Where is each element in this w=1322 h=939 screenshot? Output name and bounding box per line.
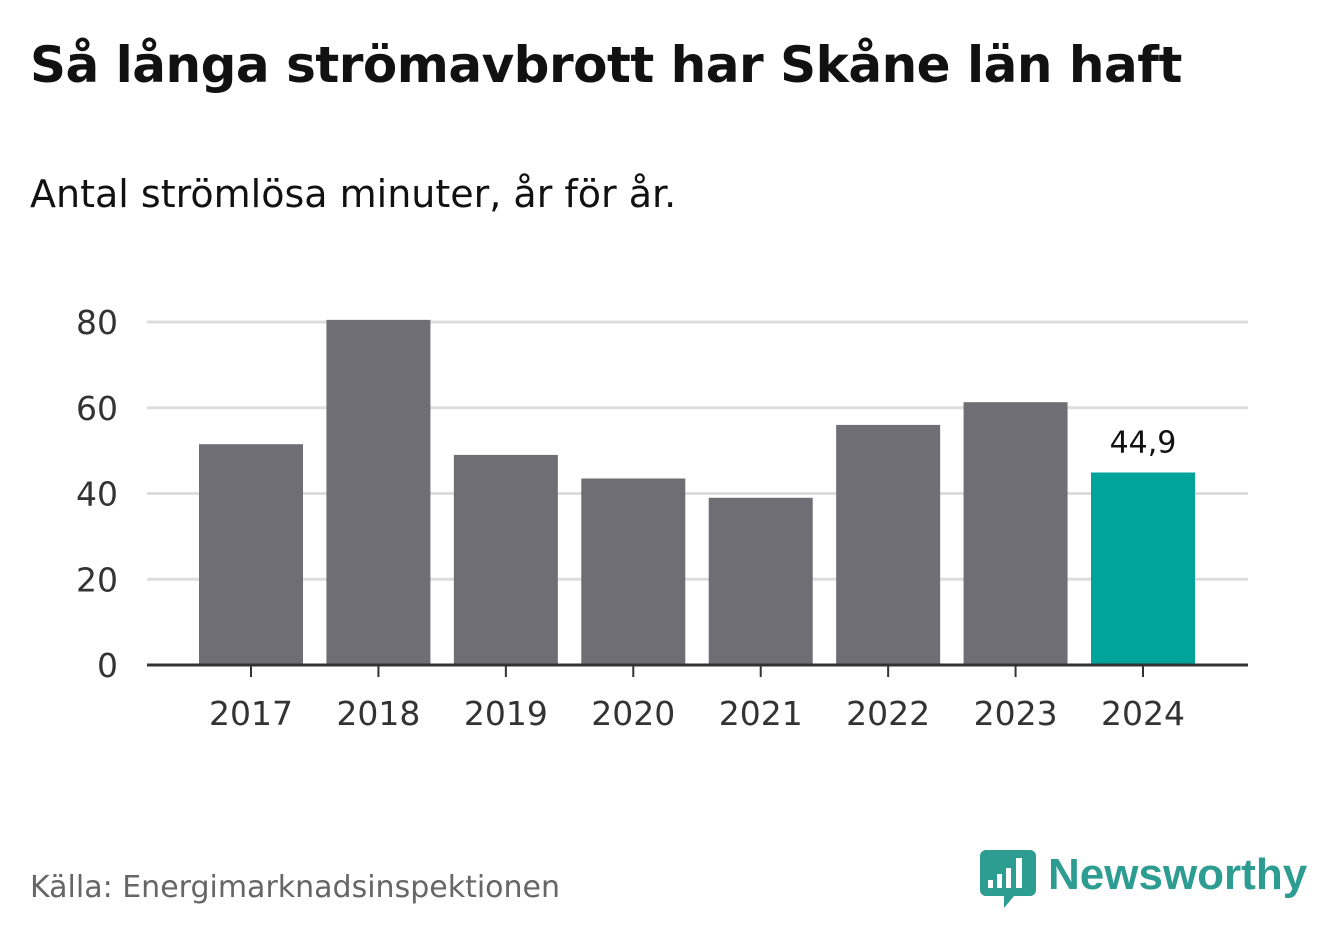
bar-2018	[326, 319, 431, 665]
gridlines	[147, 320, 1248, 581]
x-tick-label: 2019	[464, 694, 548, 733]
brand-logo: Newsworthy	[980, 850, 1307, 910]
y-axis-ticks: 0 20 40 60 80	[76, 303, 118, 685]
y-tick-label: 20	[76, 560, 118, 599]
brand-name: Newsworthy	[1048, 850, 1308, 899]
bar-2017	[199, 444, 303, 665]
x-tick-label: 2022	[846, 694, 930, 733]
x-tick-label: 2023	[974, 694, 1058, 733]
x-tick-label: 2017	[209, 694, 293, 733]
source-note: Källa: Energimarknadsinspektionen	[30, 870, 561, 905]
x-tick-label: 2020	[591, 694, 675, 733]
chart-subtitle: Antal strömlösa minuter, år för år.	[30, 172, 677, 216]
newsworthy-logo-icon	[980, 850, 1036, 908]
x-tick-label: 2021	[719, 694, 803, 733]
bar-2024	[1091, 472, 1195, 665]
x-tick-label: 2018	[336, 694, 420, 733]
bar-2023	[963, 402, 1068, 665]
chart-title: Så långa strömavbrott har Skåne län haft	[30, 36, 1182, 94]
y-tick-label: 0	[97, 646, 118, 685]
bar-2021	[708, 497, 813, 665]
data-label-highlight: 44,9	[1110, 425, 1177, 460]
y-tick-label: 80	[76, 303, 118, 342]
x-tick-label: 2024	[1101, 694, 1185, 733]
bar-2019	[453, 454, 558, 665]
y-tick-label: 60	[76, 389, 118, 428]
bar-2020	[581, 478, 686, 665]
bars	[199, 319, 1195, 665]
y-tick-label: 40	[76, 475, 118, 514]
bar-2022	[836, 424, 941, 665]
x-axis-ticks: 2017 2018 2019 2020 2021 2022 2023 2024	[209, 665, 1185, 733]
